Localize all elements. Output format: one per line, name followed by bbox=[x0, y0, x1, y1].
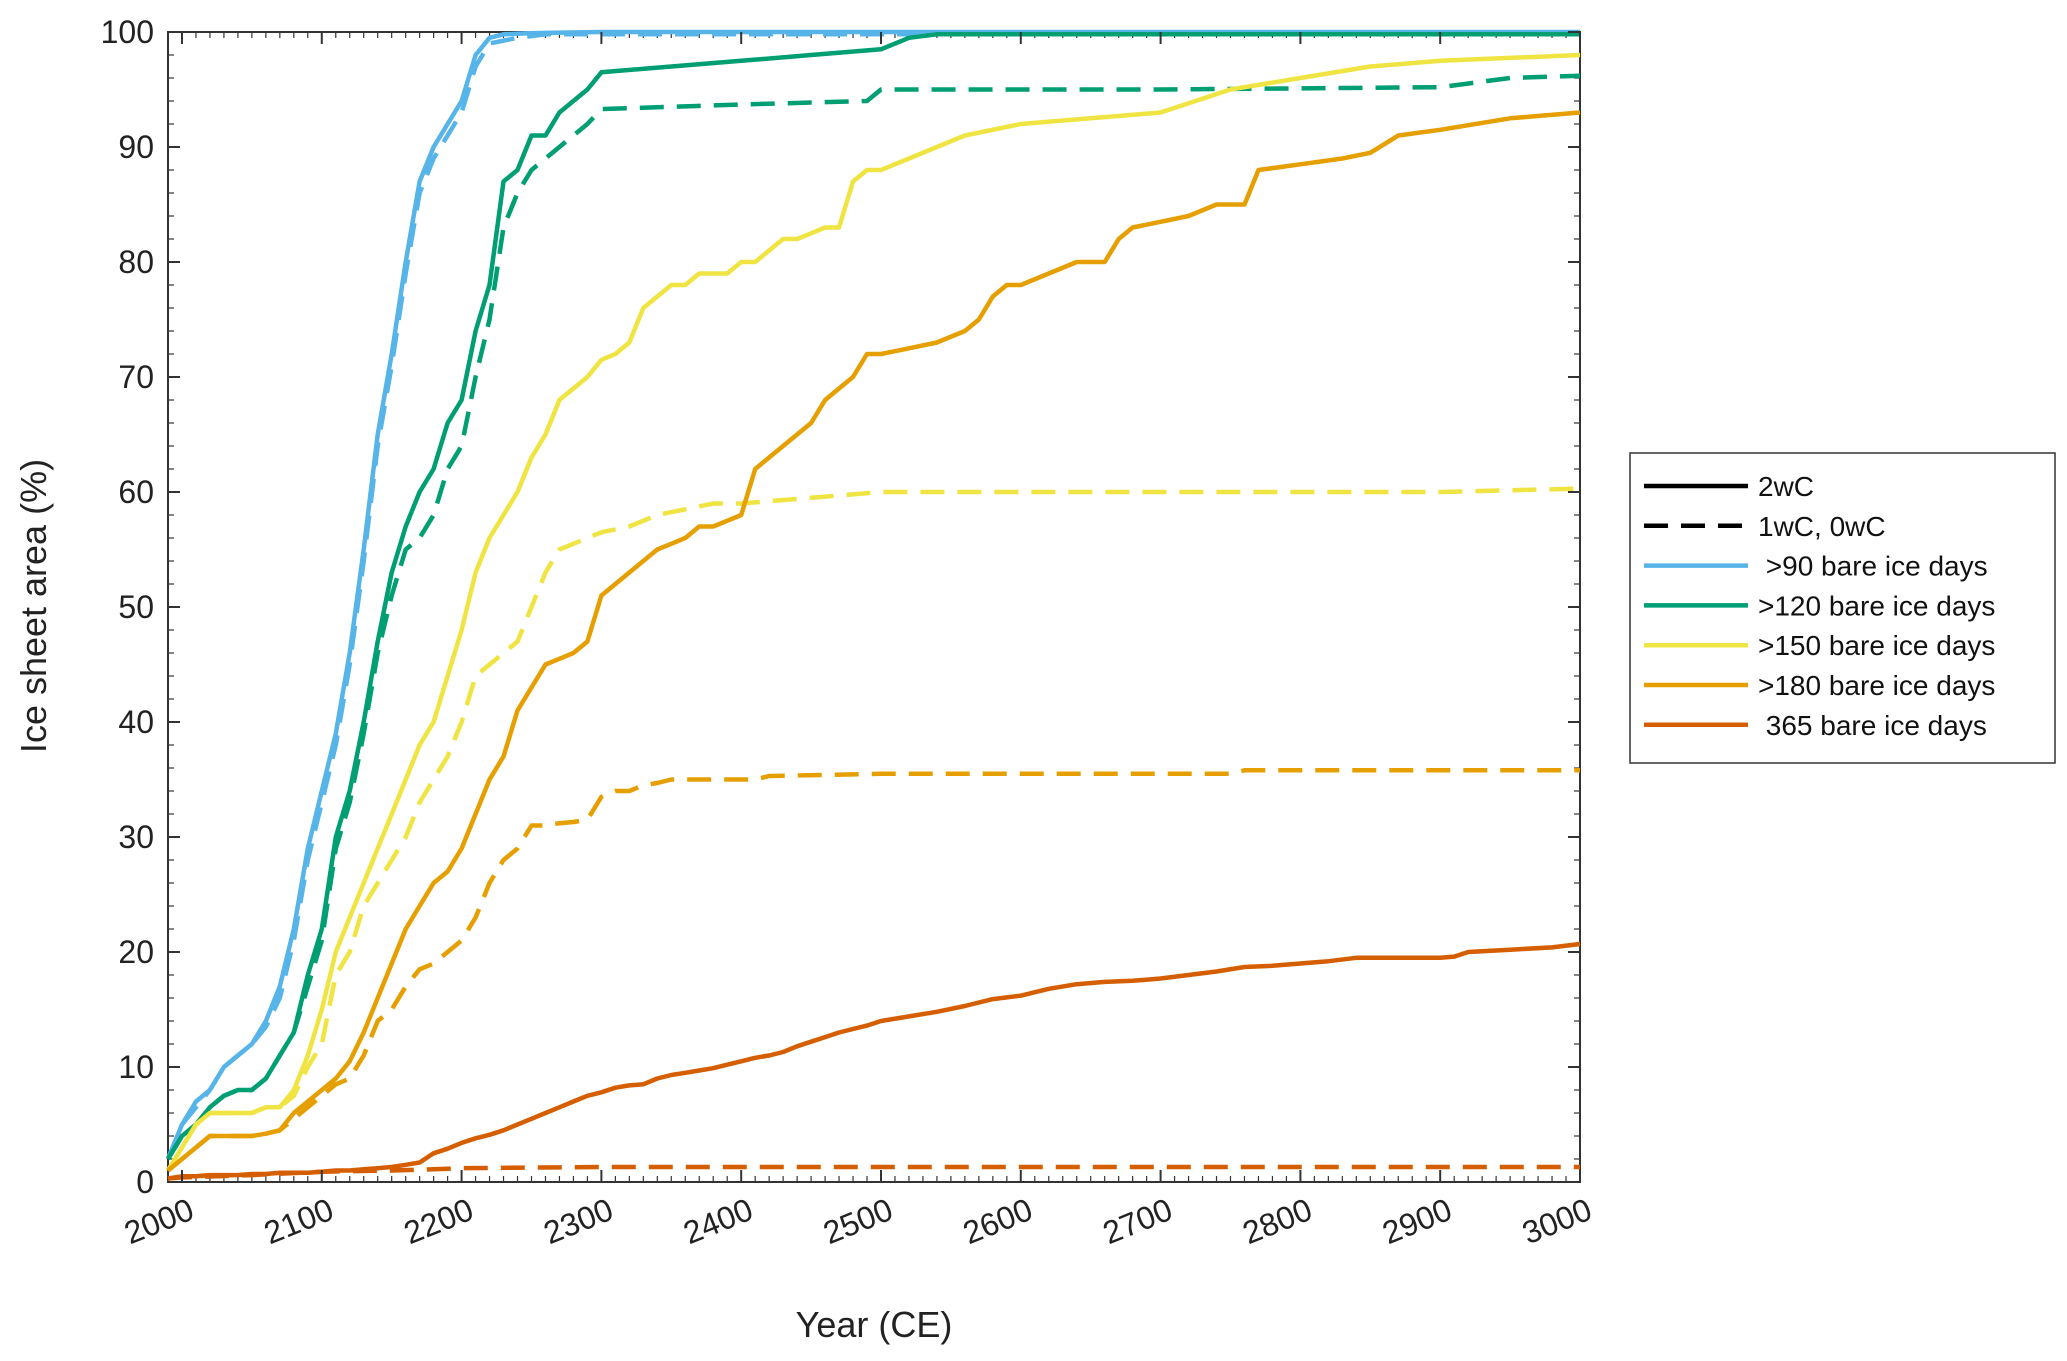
x-axis-title: Year (CE) bbox=[796, 1304, 953, 1345]
y-axis-title: Ice sheet area (%) bbox=[13, 459, 54, 753]
x-tick-label: 2700 bbox=[1098, 1191, 1177, 1251]
x-tick-label: 2900 bbox=[1377, 1191, 1456, 1251]
y-tick-label: 50 bbox=[118, 589, 154, 625]
legend-entry-4-label: >180 bare ice days bbox=[1758, 670, 1995, 701]
x-tick-label: 2000 bbox=[119, 1191, 198, 1251]
plot-frame bbox=[167, 31, 1581, 1183]
series-line-1-solid bbox=[165, 29, 1580, 1160]
series-line-5-solid bbox=[166, 52, 1581, 1172]
legend: 2wC 1wC, 0wC >90 bare ice days >120 bare i… bbox=[1629, 452, 2056, 764]
series-line-6-dashed bbox=[166, 486, 1581, 1172]
x-tick-label: 2500 bbox=[818, 1191, 897, 1251]
legend-entry-2-label: >120 bare ice days bbox=[1758, 590, 1995, 621]
legend-style-solid-label: 2wC bbox=[1758, 471, 1814, 502]
x-axis: 2000 2100 2200 2300 2400 2500 2600 2700 2800 2900… bbox=[119, 32, 1597, 1251]
y-tick-label: 10 bbox=[118, 1049, 154, 1085]
x-tick-label: 2100 bbox=[259, 1191, 338, 1251]
y-tick-label: 70 bbox=[118, 359, 154, 395]
y-tick-label: 100 bbox=[101, 14, 154, 50]
series-line-8-dashed bbox=[166, 768, 1580, 1173]
y-tick-label: 80 bbox=[118, 244, 154, 280]
y-tick-label: 40 bbox=[118, 704, 154, 740]
x-tick-label: 2300 bbox=[539, 1191, 618, 1251]
y-tick-label: 20 bbox=[118, 934, 154, 970]
series-line-9-solid bbox=[167, 941, 1581, 1181]
series-line-7-solid bbox=[166, 110, 1581, 1173]
x-tick-label: 2400 bbox=[678, 1191, 757, 1251]
y-tick-label: 90 bbox=[118, 129, 154, 165]
plot-area-border bbox=[167, 31, 1581, 1183]
x-tick-label: 3000 bbox=[1517, 1191, 1596, 1251]
y-axis: 0 10 20 30 40 50 60 70 80 90 100 bbox=[101, 14, 1580, 1200]
series-line-3-solid bbox=[166, 32, 1580, 1161]
legend-entry-5-label: 365 bare ice days bbox=[1758, 710, 1987, 741]
y-tick-label: 60 bbox=[118, 474, 154, 510]
y-tick-label: 0 bbox=[136, 1164, 154, 1200]
series-layer bbox=[165, 29, 1581, 1181]
legend-entry-1-label: >90 bare ice days bbox=[1758, 551, 1988, 582]
x-tick-label: 2800 bbox=[1238, 1191, 1317, 1251]
y-tick-label: 30 bbox=[118, 819, 154, 855]
x-tick-label: 2600 bbox=[958, 1191, 1037, 1251]
x-tick-label: 2200 bbox=[399, 1191, 478, 1251]
legend-entry-3-label: >150 bare ice days bbox=[1758, 630, 1995, 661]
legend-box bbox=[1629, 452, 2056, 764]
legend-style-dashed-label: 1wC, 0wC bbox=[1758, 511, 1886, 542]
